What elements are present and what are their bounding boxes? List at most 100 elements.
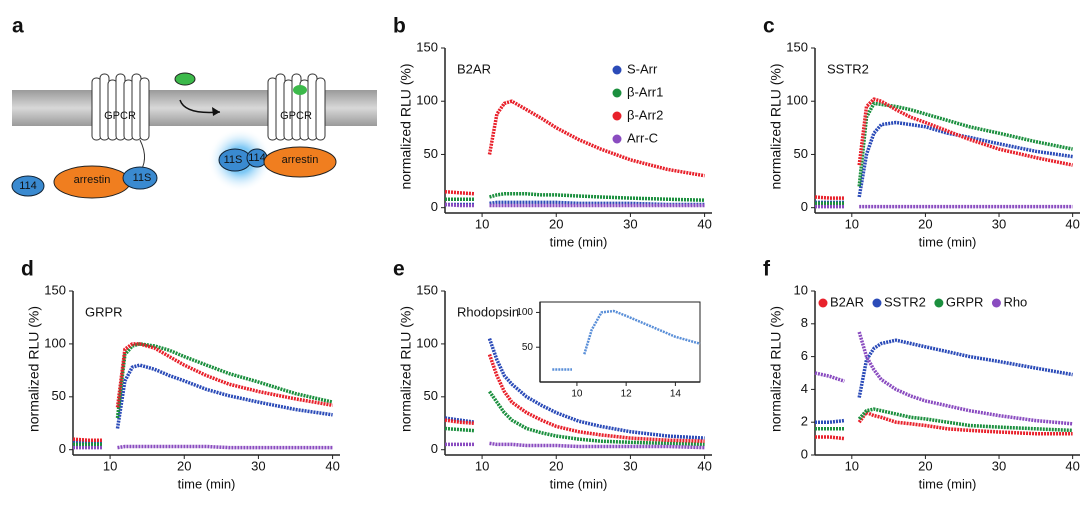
x-tick-label: 10 (845, 458, 859, 473)
panel-letter: d (21, 258, 34, 281)
series-line (445, 192, 705, 202)
receptor (267, 73, 326, 141)
receptor-label: GPCR (280, 110, 312, 122)
y-tick-label: 100 (44, 335, 66, 350)
x-tick-label: 40 (1065, 458, 1079, 473)
series-line (72, 363, 333, 445)
series-line (815, 120, 1073, 205)
series-line (445, 441, 705, 450)
series-line (72, 342, 333, 442)
y-tick-label: 150 (44, 282, 66, 297)
y-axis-label: normalized RLU (%) (26, 306, 42, 432)
x-tick-label: 20 (918, 216, 932, 231)
y-tick-label: 150 (786, 39, 808, 54)
small-bit-label: 114 (248, 152, 266, 164)
y-tick-label: 150 (416, 282, 438, 297)
x-axis-label: time (min) (550, 476, 608, 491)
y-tick-label: 2 (801, 414, 808, 429)
series-line (73, 342, 333, 447)
y-tick-label: 50 (424, 388, 438, 403)
x-axis-label: time (min) (550, 234, 608, 249)
x-tick-label: 20 (177, 458, 191, 473)
panel-letter: b (393, 15, 406, 38)
legend-label: B2AR (830, 294, 864, 309)
series-line (815, 338, 1073, 424)
y-axis-label: normalized RLU (%) (398, 63, 414, 189)
arrestin (263, 146, 337, 178)
y-tick-label: 0 (801, 199, 808, 214)
y-tick-label: 100 (416, 335, 438, 350)
y-tick-label: 100 (416, 93, 438, 108)
x-tick-label: 30 (992, 216, 1006, 231)
legend-label: β-Arr2 (627, 107, 663, 122)
legend-marker (612, 65, 622, 75)
large-bit-label: 11S (133, 172, 152, 184)
ligand (293, 85, 307, 95)
x-tick-label: 12 (621, 389, 633, 400)
panel-letter: c (763, 15, 775, 38)
panel-letter: a (12, 15, 24, 38)
legend-marker (991, 298, 1001, 308)
series-line (444, 353, 705, 443)
x-tick-label: 10 (103, 458, 117, 473)
x-tick-label: 20 (549, 216, 563, 231)
large-bit-label: 11S (224, 154, 243, 166)
y-tick-label: 150 (416, 39, 438, 54)
x-tick-label: 40 (697, 216, 711, 231)
chart-title: SSTR2 (827, 61, 869, 76)
y-tick-label: 50 (424, 146, 438, 161)
x-tick-label: 20 (549, 458, 563, 473)
y-tick-label: 50 (522, 342, 534, 353)
x-tick-label: 40 (1065, 216, 1079, 231)
series-line (552, 309, 701, 371)
y-tick-label: 50 (794, 146, 808, 161)
x-tick-label: 30 (623, 216, 637, 231)
x-tick-label: 20 (918, 458, 932, 473)
legend-label: Arr-C (627, 130, 658, 145)
receptor-label: GPCR (104, 110, 136, 122)
series-line (73, 444, 333, 450)
x-axis-label: time (min) (919, 234, 977, 249)
y-tick-label: 100 (786, 93, 808, 108)
x-axis-label: time (min) (178, 476, 236, 491)
legend-label: β-Arr1 (627, 84, 663, 99)
legend-marker (612, 88, 622, 98)
y-tick-label: 8 (801, 315, 808, 330)
arrestin-label: arrestin (282, 154, 319, 166)
receptor (91, 73, 150, 176)
x-tick-label: 10 (475, 458, 489, 473)
y-tick-label: 0 (431, 199, 438, 214)
x-axis-label: time (min) (919, 476, 977, 491)
chart-title: B2AR (457, 61, 491, 76)
ligand (174, 72, 196, 86)
x-tick-label: 14 (670, 389, 682, 400)
x-tick-label: 10 (475, 216, 489, 231)
y-axis-label: normalized RLU (%) (398, 306, 414, 432)
series-line (814, 97, 1073, 200)
series-line (444, 390, 705, 447)
x-tick-label: 10 (845, 216, 859, 231)
legend-marker (612, 111, 622, 121)
series-line (815, 410, 1073, 441)
panel-letter: f (763, 258, 771, 281)
legend-marker (872, 298, 882, 308)
y-tick-label: 0 (59, 441, 66, 456)
legend-marker (818, 298, 828, 308)
x-tick-label: 30 (623, 458, 637, 473)
small-bit (11, 175, 45, 197)
series-line (444, 99, 705, 196)
y-tick-label: 100 (516, 307, 533, 318)
y-tick-label: 0 (431, 441, 438, 456)
series-line (815, 407, 1073, 433)
diagram: a GPCR GPCR 114 arrestin 11S 11S 114 arr… (11, 15, 377, 199)
arrestin-label: arrestin (74, 174, 111, 186)
series-line (444, 202, 705, 208)
small-bit-label: 114 (19, 180, 37, 192)
x-tick-label: 10 (571, 389, 583, 400)
legend-marker (612, 134, 622, 144)
y-tick-label: 50 (52, 388, 66, 403)
x-tick-label: 30 (992, 458, 1006, 473)
legend-label: GRPR (946, 294, 984, 309)
y-tick-label: 10 (794, 282, 808, 297)
